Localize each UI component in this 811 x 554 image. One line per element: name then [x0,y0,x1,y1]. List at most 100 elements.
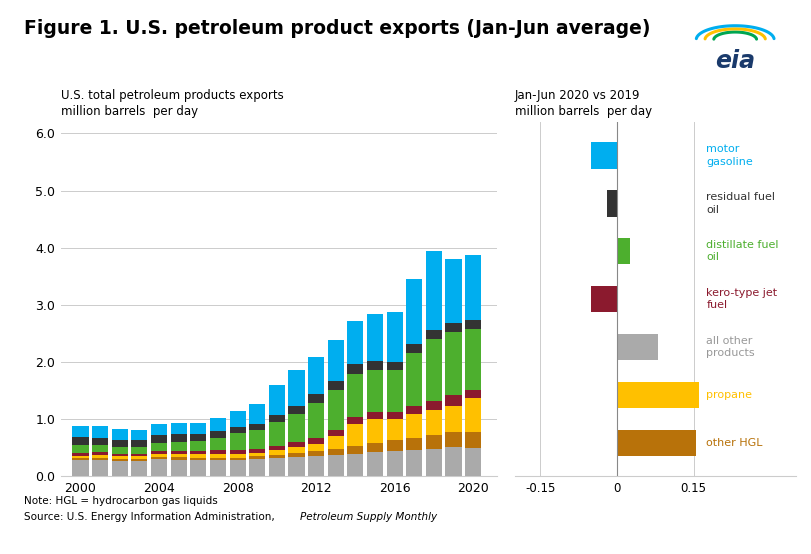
Bar [170,454,187,457]
Bar [288,447,304,453]
Bar [590,142,616,168]
Bar [307,456,324,476]
Bar [112,456,127,459]
Bar [268,458,285,476]
Bar [328,430,343,437]
Bar [190,454,206,458]
Bar [616,430,695,456]
Bar [230,450,245,454]
Bar [268,422,285,445]
Bar [230,454,245,458]
Bar [386,370,402,412]
Bar [72,458,88,460]
Bar [307,438,324,444]
Bar [112,454,127,456]
Bar [268,385,285,415]
Text: Note: HGL = hydrocarbon gas liquids: Note: HGL = hydrocarbon gas liquids [24,496,218,506]
Bar [328,449,343,455]
Bar [445,447,461,476]
Bar [445,332,461,395]
Bar [288,406,304,413]
Bar [230,411,245,427]
Bar [307,444,324,452]
Bar [268,445,285,450]
Bar [72,425,88,437]
Bar [386,312,402,362]
Bar [328,381,343,390]
Bar [72,460,88,476]
Bar [230,460,245,476]
Bar [170,442,187,451]
Bar [72,445,88,453]
Bar [249,453,265,456]
Bar [616,382,697,408]
Bar [386,440,402,452]
Text: residual fuel
oil: residual fuel oil [706,192,775,214]
Bar [425,339,441,401]
Text: motor
gasoline: motor gasoline [706,144,752,167]
Text: Jan-Jun 2020 vs 2019: Jan-Jun 2020 vs 2019 [514,90,639,102]
Bar [406,279,422,344]
Bar [616,238,629,264]
Bar [209,430,225,438]
Bar [131,456,148,459]
Bar [328,437,343,449]
Bar [112,440,127,447]
Bar [425,401,441,410]
Bar [190,441,206,452]
Bar [386,452,402,476]
Bar [131,447,148,454]
Bar [288,370,304,406]
Bar [249,424,265,429]
Bar [131,440,148,447]
Bar [170,434,187,442]
Bar [386,412,402,419]
Text: all other
products: all other products [706,336,754,358]
Bar [151,451,167,454]
Bar [170,451,187,454]
Bar [92,458,108,460]
Bar [268,415,285,422]
Bar [170,457,187,460]
Bar [445,259,461,322]
Bar [367,370,383,412]
Bar [367,361,383,370]
Text: kero-type jet
fuel: kero-type jet fuel [706,288,776,310]
Bar [92,455,108,458]
Bar [72,456,88,458]
Bar [425,410,441,435]
Bar [465,398,481,432]
Text: U.S. total petroleum products exports: U.S. total petroleum products exports [61,90,283,102]
Bar [406,353,422,406]
Bar [347,373,363,417]
Bar [288,453,304,457]
Bar [249,456,265,459]
Text: million barrels  per day: million barrels per day [61,105,198,118]
Bar [112,429,127,440]
Bar [151,459,167,476]
Bar [367,412,383,419]
Bar [616,334,657,360]
Bar [347,424,363,445]
Bar [367,453,383,476]
Bar [465,320,481,329]
Bar [209,460,225,476]
Bar [328,340,343,381]
Bar [347,445,363,454]
Bar [151,454,167,457]
Bar [230,458,245,460]
Bar [209,418,225,430]
Bar [131,461,148,476]
Text: eia: eia [714,49,754,73]
Bar [406,406,422,413]
Bar [406,438,422,450]
Bar [288,413,304,442]
Bar [367,443,383,453]
Bar [307,394,324,403]
Bar [151,443,167,451]
Bar [328,390,343,430]
Bar [307,403,324,438]
Bar [445,395,461,406]
Bar [190,452,206,454]
Bar [112,461,127,476]
